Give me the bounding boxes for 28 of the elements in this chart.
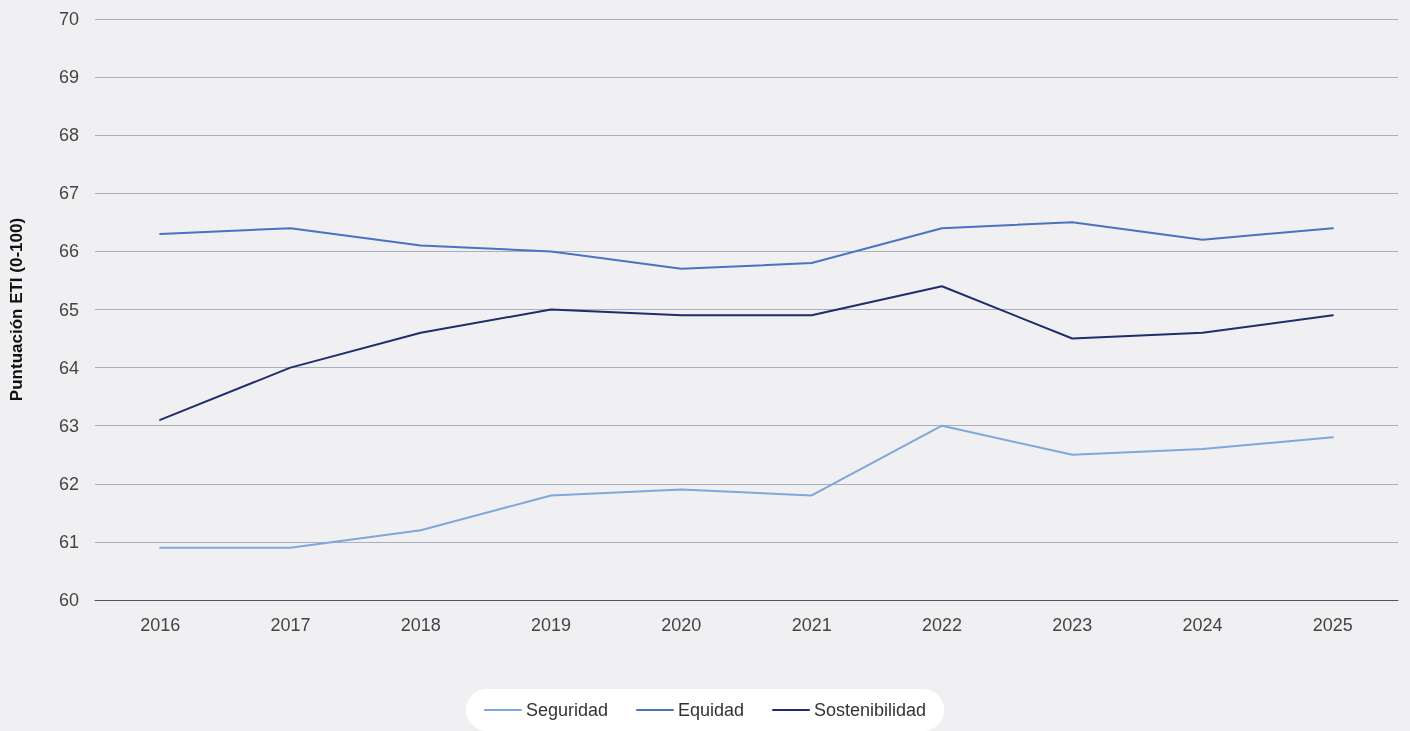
y-tick-label: 63 (58, 415, 79, 436)
y-tick-label: 64 (58, 357, 79, 378)
x-tick-label: 2021 (791, 615, 832, 635)
y-tick-label: 70 (58, 9, 79, 29)
x-tick-label: 2018 (400, 615, 441, 635)
legend-label: Equidad (677, 700, 745, 720)
x-tick-label: 2023 (1052, 615, 1093, 635)
y-tick-label: 62 (58, 473, 79, 494)
legend-label: Sostenibilidad (814, 700, 927, 720)
legend-label: Seguridad (525, 700, 608, 720)
x-tick-label: 2017 (270, 615, 311, 635)
y-tick-label: 61 (58, 531, 79, 552)
y-tick-label: 65 (58, 299, 79, 320)
x-tick-label: 2024 (1182, 615, 1223, 635)
y-tick-label: 66 (58, 241, 79, 262)
line-series (159, 221, 1334, 270)
line-series (159, 424, 1334, 549)
x-tick-label: 2022 (921, 615, 962, 635)
x-tick-label: 2016 (140, 615, 181, 635)
y-tick-label: 69 (58, 67, 79, 88)
y-tick-label: 60 (58, 590, 79, 610)
y-axis-title: Puntuación ETI (0-100) (7, 217, 26, 402)
line-series (159, 285, 1334, 421)
y-tick-label: 67 (58, 183, 79, 204)
x-tick-label: 2020 (661, 615, 702, 635)
x-tick-label: 2025 (1312, 615, 1353, 635)
y-tick-label: 68 (58, 125, 79, 146)
x-tick-label: 2019 (531, 615, 572, 635)
